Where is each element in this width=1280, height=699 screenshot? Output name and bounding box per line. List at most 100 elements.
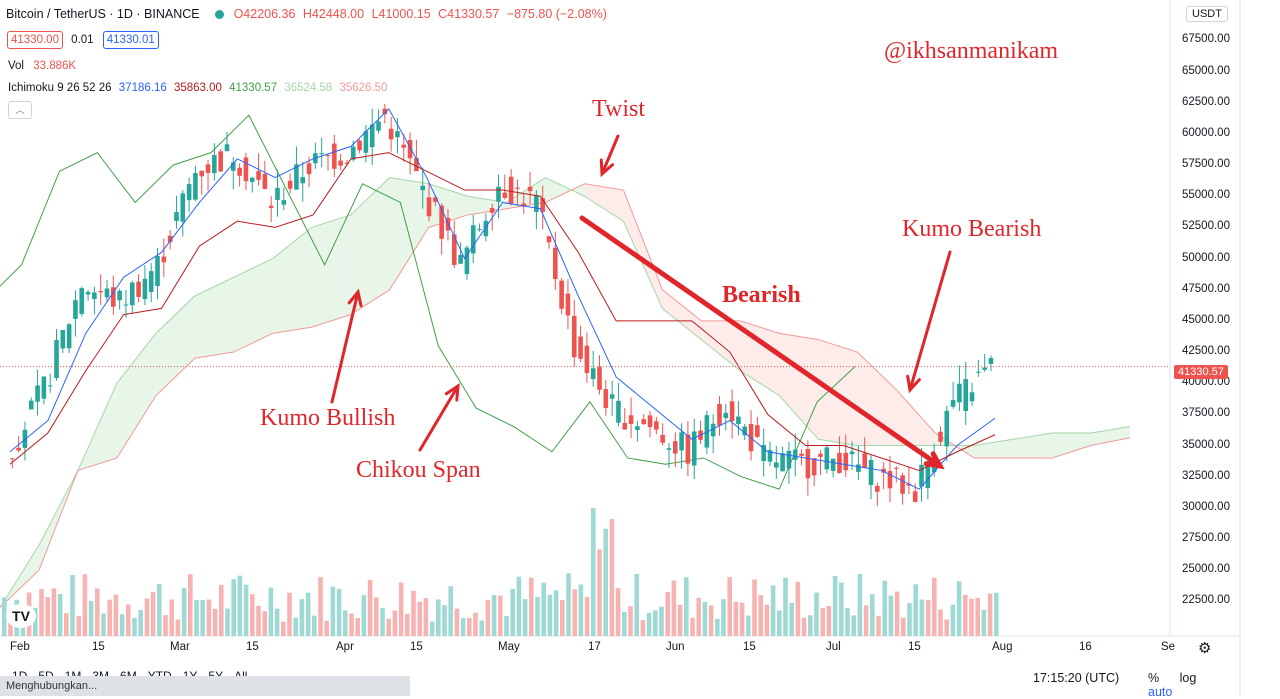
volume-bar: [603, 528, 608, 636]
candle-body: [843, 452, 849, 471]
candle-body: [489, 207, 495, 213]
volume-bar: [696, 597, 701, 636]
candle-body: [893, 467, 899, 469]
volume-bar: [485, 600, 491, 636]
candle-body: [230, 162, 236, 171]
time-tick-label: 16: [1079, 641, 1092, 653]
ohlc-low: L41000.15: [371, 7, 431, 21]
candle-body: [603, 389, 609, 408]
candle-body: [92, 292, 97, 300]
candle-body: [243, 157, 249, 182]
kumo-segment: [701, 320, 741, 371]
volume-bar: [361, 595, 367, 636]
symbol-title[interactable]: Bitcoin / TetherUS · 1D · BINANCE: [6, 7, 200, 21]
volume-bar: [219, 584, 224, 636]
current-price-label: 41330.57: [1174, 365, 1228, 379]
candle-body: [433, 197, 438, 202]
volume-bar: [746, 615, 751, 636]
time-tick-label: 15: [908, 641, 921, 653]
candle-body: [281, 200, 287, 205]
gear-icon[interactable]: ⚙: [1198, 640, 1212, 657]
volume-bar: [963, 594, 968, 636]
volume-bar: [516, 576, 522, 636]
volume-bar: [615, 588, 621, 636]
log-scale-button[interactable]: log: [1179, 671, 1197, 685]
collapse-legend-button[interactable]: ︿: [8, 101, 32, 119]
volume-bar: [932, 577, 937, 636]
candle-body: [540, 198, 545, 212]
arrow-kumo-bullish-head: [347, 288, 363, 308]
annotation-twist: Twist: [592, 96, 645, 122]
buy-price-button[interactable]: 41330.01: [102, 31, 159, 49]
volume-bar: [281, 621, 286, 636]
ichimoku-legend[interactable]: Ichimoku 9 26 52 26 37186.16 35863.00 41…: [8, 82, 387, 94]
candle-body: [338, 160, 343, 166]
volume-bar: [665, 592, 670, 636]
time-tick-label: May: [498, 641, 520, 653]
utc-clock[interactable]: 17:15:20 (UTC): [1033, 671, 1120, 685]
volume-legend[interactable]: Vol 33.886K: [8, 60, 76, 72]
volume-bar: [622, 611, 627, 636]
price-tick-label: 50000.00: [1182, 251, 1230, 264]
volume-bar: [2, 597, 7, 636]
volume-bar: [126, 604, 131, 636]
currency-button[interactable]: USDT: [1186, 6, 1228, 22]
candle-body: [451, 234, 457, 265]
annotation-kumo-bullish: Kumo Bullish: [260, 405, 396, 431]
price-axis[interactable]: 67500.00 65000.00 62500.00 60000.00 57500.00…: [1170, 0, 1280, 636]
volume-bar: [355, 617, 360, 636]
volume-bar: [448, 586, 453, 636]
kumo-segment: [896, 389, 936, 446]
candle-body: [515, 187, 520, 189]
volume-bar: [132, 618, 137, 636]
watermark-text: @ikhsanmanikam: [884, 38, 1059, 64]
candle-body: [502, 192, 508, 198]
candle-body: [205, 164, 211, 173]
candle-body: [982, 367, 987, 370]
candle-body: [761, 444, 766, 462]
volume-bar: [287, 592, 292, 636]
volume-bar: [386, 618, 391, 636]
percent-scale-button[interactable]: %: [1148, 671, 1160, 685]
candle-body: [332, 143, 337, 169]
candle-body: [420, 185, 426, 191]
volume-bar: [578, 584, 584, 636]
volume-bar: [839, 582, 844, 636]
candle-body: [60, 330, 66, 349]
candle-body: [16, 447, 21, 451]
candle-body: [344, 162, 350, 164]
volume-bar: [969, 598, 974, 636]
volume-bar: [894, 591, 900, 636]
candle-body: [10, 458, 15, 460]
volume-bar: [770, 585, 776, 636]
arrow-kumo-bearish-head: [906, 374, 921, 394]
volume-bar: [708, 605, 714, 636]
candle-body: [792, 449, 798, 460]
volume-bar: [423, 598, 429, 636]
volume-bar: [882, 580, 887, 636]
sell-price-button[interactable]: 41330.00: [7, 31, 63, 49]
tradingview-logo[interactable]: TV: [6, 604, 36, 628]
candle-body: [85, 291, 91, 295]
volume-bar: [739, 602, 745, 636]
ohlc-high: H42448.00: [302, 7, 365, 21]
volume-bar: [82, 574, 88, 636]
candle-body: [306, 163, 312, 175]
price-tick-label: 67500.00: [1182, 33, 1230, 46]
price-tick-label: 52500.00: [1182, 220, 1230, 233]
candle-body: [609, 394, 615, 399]
volume-bar: [194, 600, 199, 636]
volume-bar: [150, 591, 156, 636]
browser-status-bar: Menghubungkan...: [0, 676, 410, 696]
auto-scale-button[interactable]: auto: [1148, 685, 1173, 699]
time-axis[interactable]: Feb 15 Mar 15 Apr 15 May 17 Jun 15 Jul 15 Aug 16 Se: [0, 638, 1240, 658]
candle-body: [382, 108, 388, 115]
kumo-segment: [662, 289, 702, 340]
volume-bar: [789, 602, 794, 636]
kumo-segment: [779, 333, 819, 440]
candle-body: [212, 155, 217, 174]
volume-bar: [727, 576, 732, 636]
volume-bar: [801, 617, 807, 636]
candle-body: [363, 131, 369, 153]
